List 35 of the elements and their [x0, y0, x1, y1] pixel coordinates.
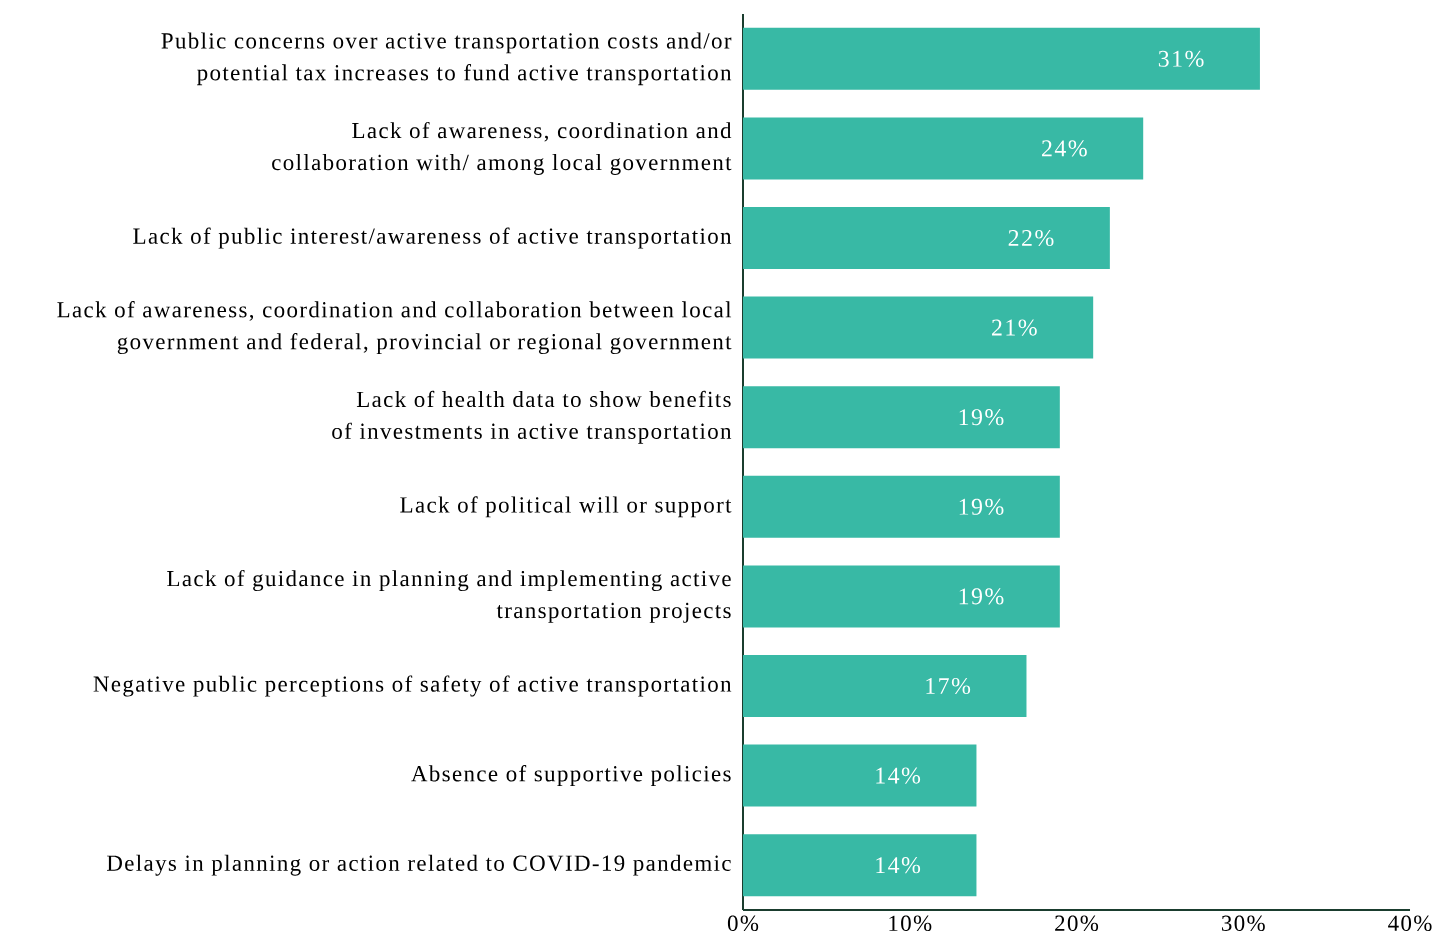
bar — [743, 117, 1144, 180]
bar — [743, 834, 977, 897]
bar — [743, 744, 977, 807]
y-tick-label: Lack of guidance in planning and implementing active transportation projects — [167, 569, 731, 623]
bar — [743, 565, 1060, 628]
y-tick-label: Absence of supportive policies — [411, 765, 731, 787]
x-tick-label: 10% — [889, 915, 932, 932]
bar — [743, 655, 1027, 718]
bar — [743, 207, 1110, 270]
y-tick-label: Public concerns over active transportation costs and/or potential tax increases to fund active transportation — [161, 32, 732, 86]
data-label: 19% — [959, 498, 1004, 515]
data-label: 19% — [959, 409, 1004, 426]
x-tick-label: 30% — [1221, 915, 1265, 932]
bar — [743, 475, 1060, 538]
data-label: 14% — [876, 767, 921, 784]
x-tick-label: 0% — [727, 915, 759, 932]
data-label: 19% — [959, 588, 1004, 605]
data-label: 21% — [992, 319, 1037, 336]
bar — [743, 296, 1094, 359]
data-label: 22% — [1008, 229, 1054, 247]
x-tick-label: 20% — [1055, 915, 1099, 932]
y-tick-label: Lack of public interest/awareness of active transportation — [133, 227, 732, 249]
y-tick-label: Lack of awareness, coordination and collaboration between local government and federal, provincial or regional government — [57, 301, 732, 355]
y-tick-label: Lack of health data to show benefits of investments in active transportation — [332, 390, 732, 444]
data-label: 31% — [1158, 50, 1204, 67]
y-tick-label: Lack of political will or support — [400, 496, 732, 518]
y-tick-label: Negative public perceptions of safety of active transportation — [93, 675, 732, 697]
data-label: 24% — [1042, 140, 1087, 157]
data-label: 17% — [926, 677, 971, 695]
bar — [743, 27, 1260, 90]
x-tick-label: 40% — [1388, 915, 1432, 932]
y-tick-label: Delays in planning or action related to COVID-19 pandemic — [106, 854, 731, 876]
bar — [743, 386, 1060, 449]
data-label: 14% — [876, 857, 921, 874]
y-tick-label: Lack of awareness, coordination and collaboration with/ among local government — [272, 121, 732, 175]
